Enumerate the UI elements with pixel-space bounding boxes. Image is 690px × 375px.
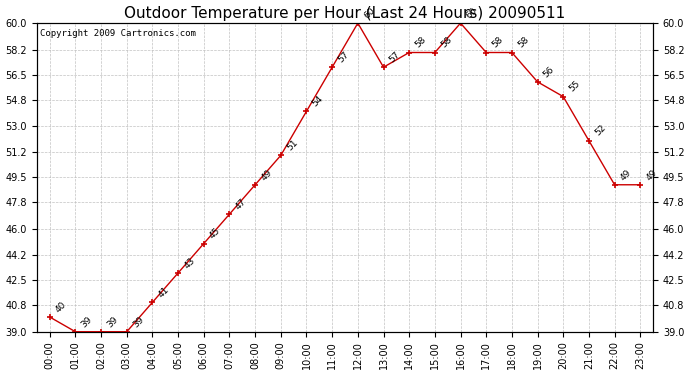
Title: Outdoor Temperature per Hour (Last 24 Hours) 20090511: Outdoor Temperature per Hour (Last 24 Ho… [124,6,566,21]
Text: 47: 47 [234,197,248,211]
Text: 49: 49 [644,168,659,182]
Text: 60: 60 [362,6,377,20]
Text: 39: 39 [106,315,120,329]
Text: 43: 43 [182,256,197,270]
Text: 57: 57 [336,50,351,64]
Text: 39: 39 [79,315,94,329]
Text: 45: 45 [208,226,222,241]
Text: 40: 40 [54,300,68,314]
Text: 58: 58 [413,35,428,50]
Text: 56: 56 [542,64,556,79]
Text: 57: 57 [388,50,402,64]
Text: 41: 41 [157,285,171,300]
Text: 39: 39 [131,315,146,329]
Text: 51: 51 [285,138,299,153]
Text: 54: 54 [310,94,325,108]
Text: 60: 60 [464,6,479,20]
Text: 58: 58 [439,35,453,50]
Text: 52: 52 [593,123,607,138]
Text: 58: 58 [516,35,531,50]
Text: 58: 58 [491,35,505,50]
Text: Copyright 2009 Cartronics.com: Copyright 2009 Cartronics.com [40,29,196,38]
Text: 55: 55 [567,80,582,94]
Text: 49: 49 [619,168,633,182]
Text: 49: 49 [259,168,274,182]
